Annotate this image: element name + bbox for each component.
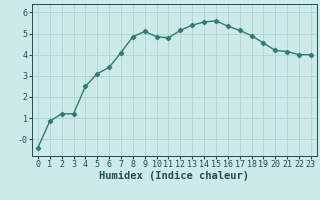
X-axis label: Humidex (Indice chaleur): Humidex (Indice chaleur) bbox=[100, 171, 249, 181]
